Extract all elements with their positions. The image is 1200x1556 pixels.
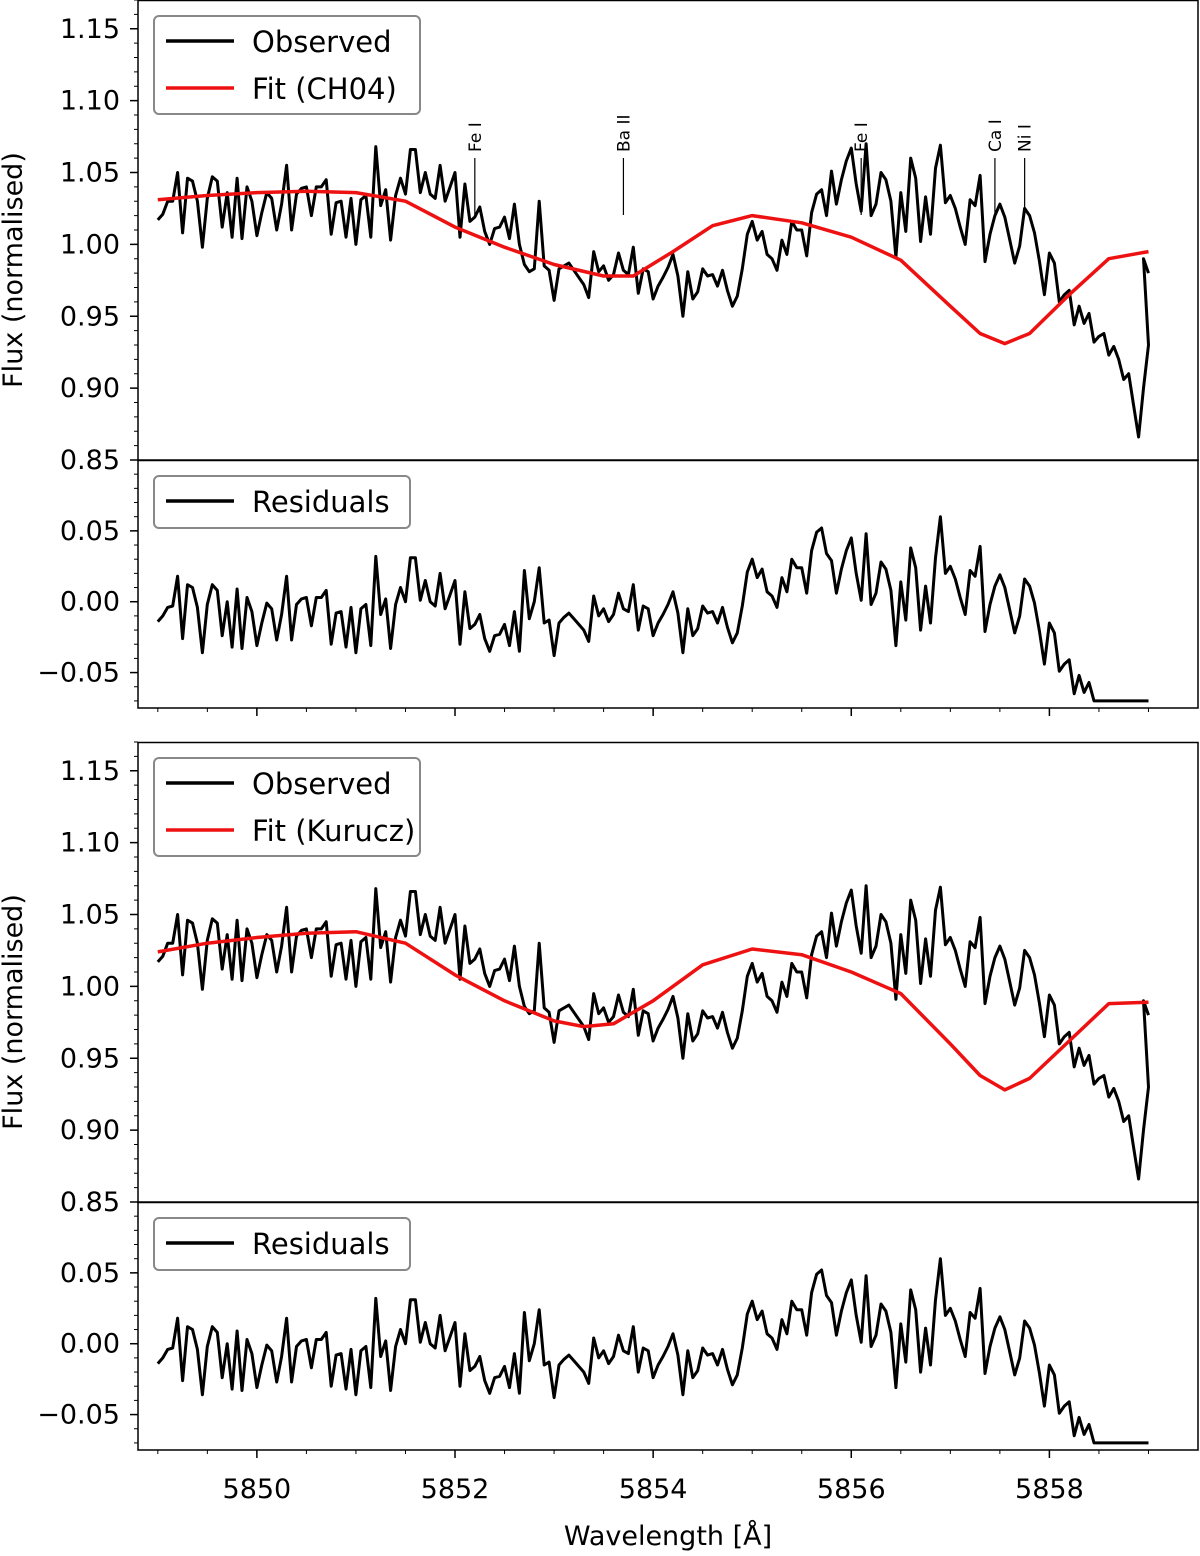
- xtick-label: 5854: [619, 1474, 688, 1505]
- flux-ytick-label: 0.85: [60, 445, 120, 476]
- resid-ytick-label: 0.05: [60, 1258, 120, 1289]
- flux-ytick-label: 1.15: [60, 14, 120, 45]
- flux-ytick-label: 0.90: [60, 373, 120, 404]
- line-id-label: Ba II: [614, 114, 634, 152]
- line-id-label: Fe I: [466, 122, 486, 152]
- residual-axes-frame-kurucz: [137, 1201, 1199, 1451]
- observed-series-kurucz: [156, 884, 1150, 1181]
- line-id-label: Ca I: [986, 119, 1006, 152]
- residual-series-ch04: [156, 515, 1149, 703]
- residual-legend-label: Residuals: [252, 485, 390, 519]
- xtick-label: 5856: [817, 1474, 886, 1505]
- residual-legend-label: Residuals: [252, 1227, 390, 1261]
- resid-ytick-label: 0.00: [60, 587, 120, 618]
- residual-series-kurucz: [156, 1257, 1149, 1445]
- legend-label-fit: Fit (CH04): [252, 72, 397, 106]
- legend-label-fit: Fit (Kurucz): [252, 814, 415, 848]
- flux-ytick-label: 1.00: [60, 971, 120, 1002]
- flux-ytick-label: 1.00: [60, 229, 120, 260]
- flux-ytick-label: 1.10: [60, 86, 120, 117]
- x-axis-label: Wavelength [Å]: [564, 1520, 772, 1552]
- fit-series-kurucz: [157, 929, 1149, 1092]
- xtick-label: 5850: [223, 1474, 292, 1505]
- flux-ytick-label: 0.95: [60, 301, 120, 332]
- residual-legend-box: [153, 475, 411, 529]
- flux-ytick-label: 1.10: [60, 828, 120, 859]
- y-axis-label: Flux (normalised): [0, 894, 29, 1130]
- panel-ch04: 0.85 0.90 0.95 1.00 1.05 1.10 1.15 −0.05 0.00 0.0…: [0, 0, 1199, 716]
- resid-ytick-label: 0.05: [60, 516, 120, 547]
- panel-kurucz: 0.85 0.90 0.95 1.00 1.05 1.10 1.15 −0.05 0.00 0.0…: [0, 741, 1199, 1458]
- legend-label-observed: Observed: [252, 25, 392, 59]
- resid-ytick-label: −0.05: [37, 1400, 120, 1431]
- legend-label-observed: Observed: [252, 767, 392, 801]
- resid-ytick-label: −0.05: [37, 658, 120, 689]
- flux-ytick-label: 0.90: [60, 1115, 120, 1146]
- observed-series-ch04: [156, 142, 1150, 439]
- flux-ytick-label: 0.85: [60, 1187, 120, 1218]
- y-axis-label: Flux (normalised): [0, 152, 29, 388]
- resid-ytick-label: 0.00: [60, 1329, 120, 1360]
- flux-ytick-label: 1.05: [60, 158, 120, 189]
- residual-legend-box: [153, 1217, 411, 1271]
- flux-ytick-label: 1.15: [60, 756, 120, 787]
- line-id-label: Ni I: [1016, 124, 1036, 152]
- line-id-label: Fe I: [852, 122, 872, 152]
- xtick-label: 5852: [421, 1474, 490, 1505]
- fit-series-ch04: [157, 189, 1149, 346]
- flux-ytick-label: 0.95: [60, 1043, 120, 1074]
- xtick-label: 5858: [1015, 1474, 1084, 1505]
- flux-ytick-label: 1.05: [60, 900, 120, 931]
- residual-axes-frame-ch04: [137, 459, 1199, 709]
